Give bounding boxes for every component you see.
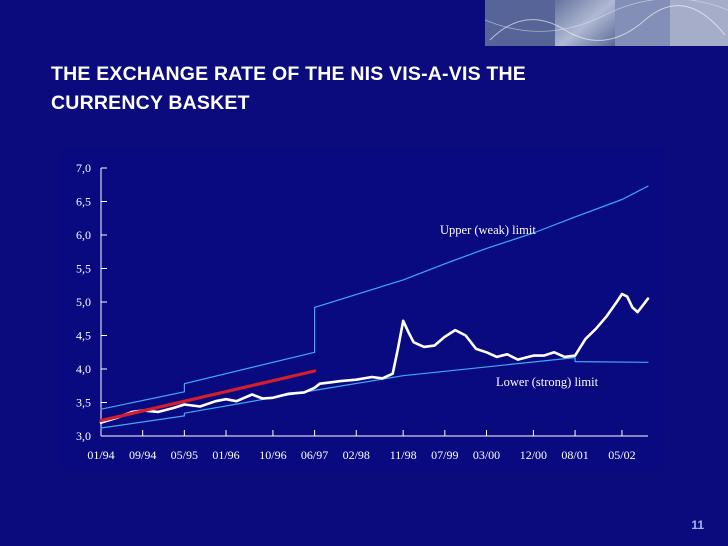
x-tick-label: 11/98 — [390, 448, 417, 462]
x-tick-label: 10/96 — [259, 448, 286, 462]
upper-limit-line — [100, 185, 649, 410]
x-tick-label: 07/99 — [431, 448, 458, 462]
header-banner — [485, 0, 728, 50]
x-tick-label: 03/00 — [473, 448, 500, 462]
y-tick-label: 3,5 — [76, 396, 91, 410]
y-tick-label: 6,5 — [76, 195, 91, 209]
title-line-1: THE EXCHANGE RATE OF THE NIS VIS-A-VIS T… — [51, 63, 526, 85]
trend-line — [99, 369, 317, 423]
y-tick-label: 6,0 — [76, 228, 91, 242]
banner-image — [485, 0, 728, 50]
x-tick-label: 09/94 — [129, 448, 156, 462]
y-tick-label: 4,0 — [76, 362, 91, 376]
x-tick-label: 06/97 — [301, 448, 328, 462]
y-tick-label: 5,5 — [76, 262, 91, 276]
title-line-2: CURRENCY BASKET — [51, 92, 250, 114]
lower-limit-line — [100, 357, 649, 429]
exchange-rate-line — [99, 292, 650, 424]
lower-limit-label: Lower (strong) limit — [496, 375, 599, 389]
x-tick-label: 12/00 — [520, 448, 547, 462]
x-tick-label: 01/96 — [212, 448, 239, 462]
y-tick-label: 5,0 — [76, 295, 91, 309]
page-number: 11 — [691, 518, 704, 532]
plot-area — [60, 148, 664, 470]
x-tick-label: 01/94 — [87, 448, 114, 462]
series-layer — [99, 185, 650, 429]
y-tick-label: 3,0 — [76, 429, 91, 443]
slide-title: THE EXCHANGE RATE OF THE NIS VIS-A-VIS T… — [51, 60, 671, 118]
axes: 3,0 3,5 4,0 4,5 5,0 5,5 6,0 6,5 7,0 01/94 09/94 05/… — [76, 161, 648, 462]
y-tick-label: 4,5 — [76, 329, 91, 343]
upper-limit-label: Upper (weak) limit — [440, 223, 536, 237]
x-tick-label: 08/01 — [561, 448, 588, 462]
y-tick-label: 7,0 — [76, 161, 91, 175]
x-tick-label: 05/95 — [171, 448, 198, 462]
x-tick-label: 05/02 — [608, 448, 635, 462]
x-tick-label: 02/98 — [343, 448, 370, 462]
